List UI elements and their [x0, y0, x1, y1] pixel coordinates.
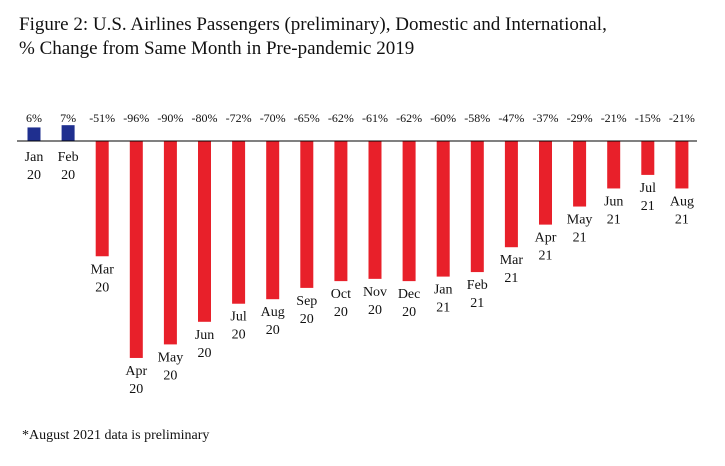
data-label: 7%: [60, 111, 76, 125]
data-label: -80%: [192, 111, 218, 125]
data-label: 6%: [26, 111, 42, 125]
data-label: -37%: [533, 111, 559, 125]
chart-title: Figure 2: U.S. Airlines Passengers (prel…: [19, 13, 709, 61]
chart-title-line-2: % Change from Same Month in Pre-pandemic…: [19, 38, 415, 59]
bar: [232, 141, 246, 304]
data-label: -61%: [362, 111, 388, 125]
tick-label-year: 21: [504, 271, 518, 286]
tick-label-year: 20: [198, 346, 212, 361]
tick-label-month: Mar: [91, 262, 115, 277]
tick-label-year: 21: [675, 212, 689, 227]
tick-label-year: 20: [95, 280, 109, 295]
labels-group: 6% Jan 20 7% Feb 20 -51% Mar 20 -96% Apr 20 -90% May 2…: [25, 111, 695, 397]
bar: [539, 141, 552, 225]
tick-label-year: 20: [232, 328, 246, 343]
data-label: -62%: [396, 111, 422, 125]
bar: [641, 141, 655, 175]
data-label: -21%: [669, 111, 695, 125]
tick-label-year: 21: [436, 301, 450, 316]
tick-label-year: 21: [607, 212, 621, 227]
tick-label-year: 20: [61, 168, 75, 183]
data-label: -90%: [157, 111, 183, 125]
tick-label-month: Aug: [261, 305, 285, 320]
tick-label-month: Nov: [363, 285, 387, 300]
tick-label-month: Jun: [195, 328, 214, 343]
tick-label-month: Oct: [331, 287, 351, 302]
bar: [607, 141, 621, 189]
tick-label-year: 20: [402, 305, 416, 320]
tick-label-month: Jan: [434, 283, 453, 298]
tick-label-month: Dec: [398, 287, 421, 302]
data-label: -62%: [328, 111, 354, 125]
tick-label-year: 21: [539, 249, 553, 264]
bar: [402, 141, 416, 282]
data-label: -60%: [430, 111, 456, 125]
tick-label-year: 20: [266, 323, 280, 338]
tick-label-year: 20: [27, 168, 41, 183]
tick-label-month: Jun: [604, 194, 623, 209]
bar: [470, 141, 484, 273]
bar: [95, 141, 109, 257]
bar: [300, 141, 314, 288]
tick-label-month: May: [158, 350, 184, 365]
footnote: *August 2021 data is preliminary: [22, 428, 210, 443]
bar: [27, 127, 41, 141]
tick-label-month: Sep: [296, 294, 317, 309]
bar: [163, 141, 177, 345]
chart-title-line-1: Figure 2: U.S. Airlines Passengers (prel…: [19, 14, 607, 35]
tick-label-month: Aug: [670, 194, 694, 209]
tick-label-month: Feb: [467, 278, 488, 293]
data-label: -29%: [567, 111, 593, 125]
tick-label-month: May: [567, 213, 593, 228]
bar: [504, 141, 518, 248]
tick-label-month: Apr: [535, 231, 557, 246]
bar: [129, 141, 143, 358]
tick-label-year: 21: [641, 199, 655, 214]
data-label: -70%: [260, 111, 286, 125]
tick-label-month: Jul: [640, 181, 656, 196]
data-label: -51%: [89, 111, 115, 125]
data-label: -96%: [123, 111, 149, 125]
data-label: -15%: [635, 111, 661, 125]
bar: [61, 125, 75, 141]
bar: [266, 141, 280, 300]
data-label: -21%: [601, 111, 627, 125]
tick-label-month: Jan: [25, 150, 44, 165]
tick-label-month: Jul: [230, 310, 246, 325]
data-label: -47%: [498, 111, 524, 125]
bar: [573, 141, 587, 207]
tick-label-year: 20: [300, 312, 314, 327]
tick-label-year: 20: [129, 382, 143, 397]
tick-label-year: 20: [334, 305, 348, 320]
tick-label-month: Apr: [125, 364, 147, 379]
bar: [436, 141, 450, 277]
data-label: -72%: [226, 111, 252, 125]
bar: [334, 141, 348, 282]
tick-label-year: 21: [573, 231, 587, 246]
data-label: -65%: [294, 111, 320, 125]
data-label: -58%: [464, 111, 490, 125]
bar: [198, 141, 211, 322]
tick-label-year: 21: [470, 296, 484, 311]
tick-label-month: Mar: [500, 253, 524, 268]
bar: [368, 141, 382, 279]
bar: [675, 141, 689, 189]
tick-label-year: 20: [163, 368, 177, 383]
tick-label-year: 20: [368, 303, 382, 318]
tick-label-month: Feb: [58, 150, 79, 165]
bars-group: [27, 125, 689, 358]
